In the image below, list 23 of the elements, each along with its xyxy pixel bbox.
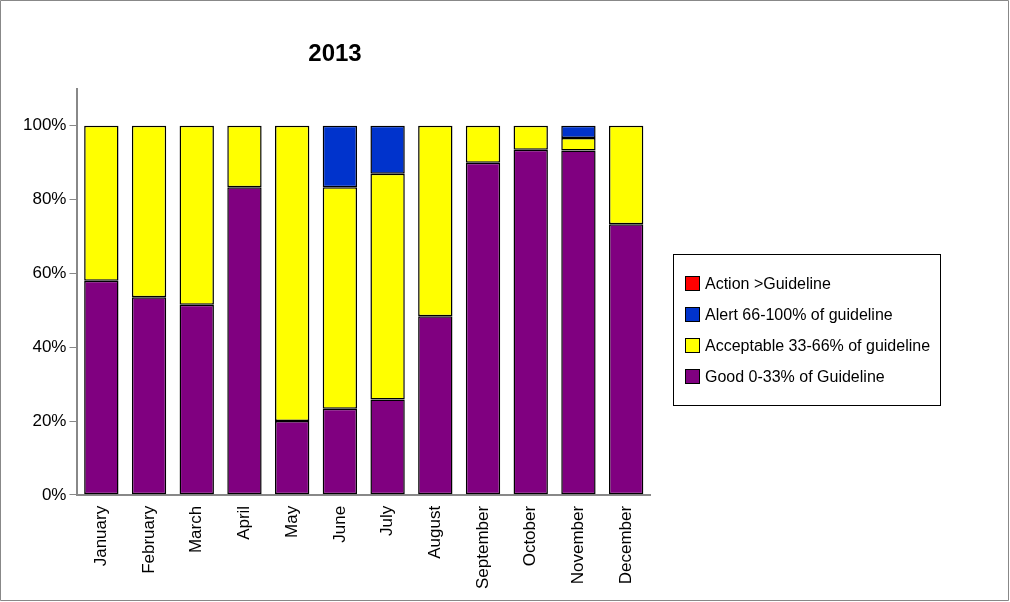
x-tick-label: September (472, 505, 492, 590)
y-tick-label: 100% (23, 115, 67, 135)
x-tick-label: April (234, 505, 254, 540)
x-tick-label: July (377, 505, 397, 537)
x-tick-label: December (615, 505, 635, 585)
y-tick-label: 20% (32, 410, 67, 430)
y-tick-label: 40% (32, 336, 67, 356)
legend-label: Action >Guideline (705, 274, 831, 293)
y-tick-label: 60% (32, 263, 67, 283)
x-tick-label: October (520, 505, 540, 567)
legend-label: Good 0-33% of Guideline (705, 367, 885, 386)
x-tick-label: June (329, 505, 349, 543)
x-tick-label: August (424, 505, 444, 559)
chart-title: 2013 (308, 39, 362, 67)
y-tick-label: 0% (41, 484, 67, 504)
x-tick-label: May (281, 505, 301, 538)
legend-label: Acceptable 33-66% of guideline (705, 336, 931, 355)
x-tick-label: March (186, 505, 206, 554)
y-tick-label: 80% (32, 189, 67, 209)
x-tick-label: January (91, 505, 111, 567)
x-tick-label: February (138, 505, 158, 574)
legend-label: Alert 66-100% of guideline (705, 305, 893, 324)
x-tick-label: November (568, 505, 588, 585)
